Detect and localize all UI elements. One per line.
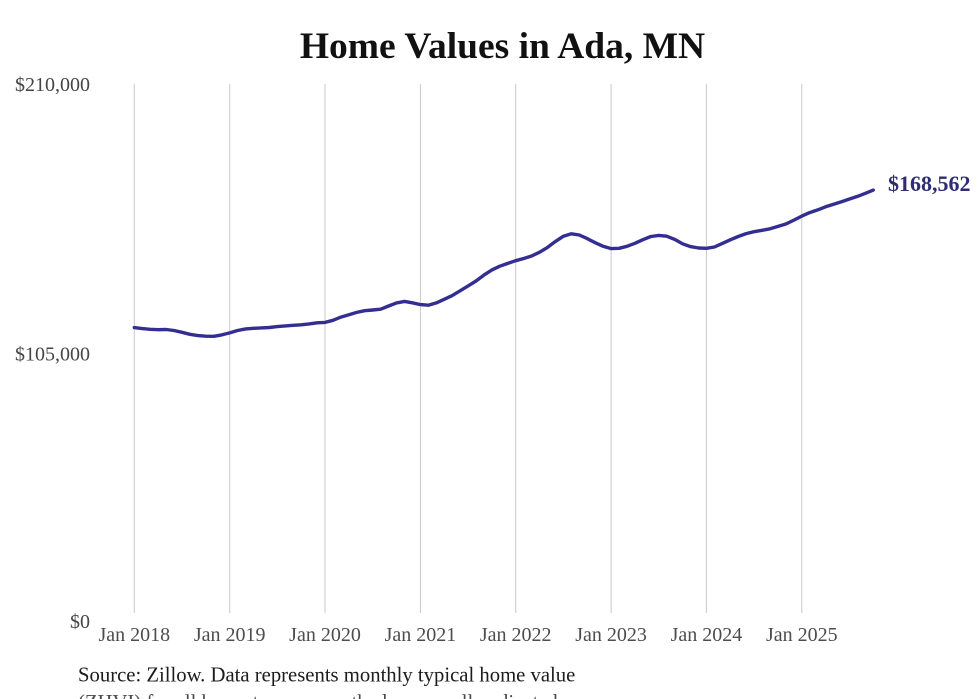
svg-text:Jan 2023: Jan 2023 [575,624,647,646]
svg-text:$105,000: $105,000 [15,344,90,366]
svg-text:Jan 2025: Jan 2025 [766,624,838,646]
svg-text:$0: $0 [70,611,90,633]
svg-text:Jan 2024: Jan 2024 [671,624,743,646]
svg-text:Jan 2018: Jan 2018 [98,624,170,646]
svg-text:Jan 2020: Jan 2020 [289,624,361,646]
svg-text:Source: Zillow. Data represent: Source: Zillow. Data represents monthly … [78,665,575,687]
svg-text:$210,000: $210,000 [15,74,90,96]
svg-text:Jan 2021: Jan 2021 [385,624,457,646]
svg-text:(ZHVI) for all home types, smo: (ZHVI) for all home types, smoothed, sea… [78,692,558,699]
svg-text:Jan 2022: Jan 2022 [480,624,552,646]
svg-text:Jan 2019: Jan 2019 [194,624,266,646]
svg-text:Home Values in Ada, MN: Home Values in Ada, MN [300,26,705,67]
svg-text:$168,562: $168,562 [888,171,971,196]
